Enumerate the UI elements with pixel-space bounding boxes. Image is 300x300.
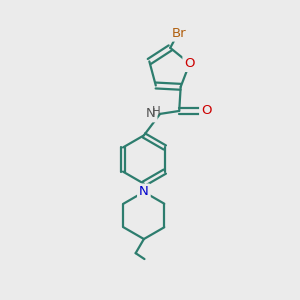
Text: N: N bbox=[146, 107, 155, 120]
Text: H: H bbox=[152, 105, 160, 118]
Text: N: N bbox=[139, 185, 149, 198]
Text: Br: Br bbox=[172, 27, 186, 40]
Text: O: O bbox=[201, 104, 211, 118]
Text: O: O bbox=[184, 57, 195, 70]
